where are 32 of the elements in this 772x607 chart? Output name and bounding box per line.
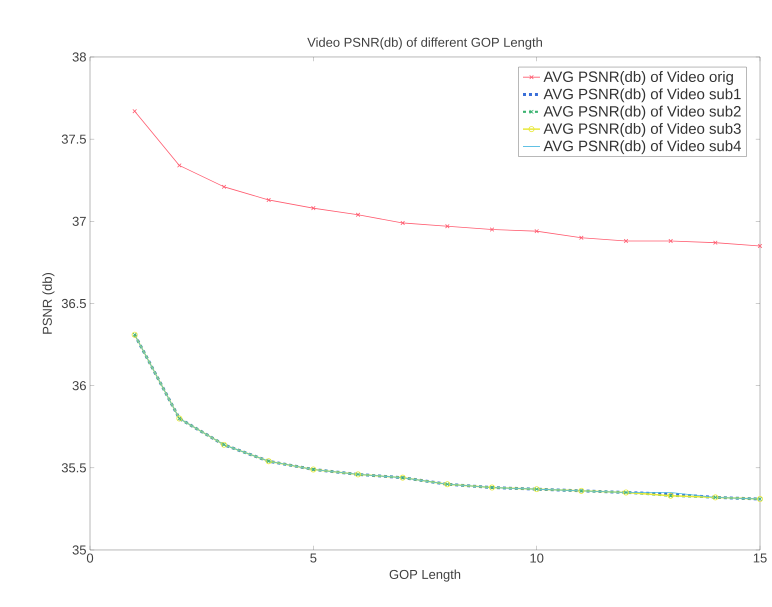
x-tick-label: 5 (310, 554, 316, 563)
legend-label: AVG PSNR(db) of Video sub3 (543, 122, 741, 137)
point (356, 212, 360, 217)
y-tick-label: 36 (72, 381, 86, 390)
point (668, 238, 673, 244)
point (222, 184, 226, 190)
y-axis-title: PSNR (db) (42, 272, 54, 334)
legend-label: AVG PSNR(db) of Video sub2 (543, 106, 741, 120)
point (266, 198, 271, 202)
chart-title: Video PSNR(db) of different GOP Length (307, 37, 542, 50)
y-tick-label: 37.5 (62, 134, 86, 144)
y-tick-label: 37 (72, 216, 86, 226)
point (579, 236, 584, 240)
point (534, 228, 539, 234)
x-tick-label: 15 (754, 554, 767, 563)
point (400, 220, 405, 226)
y-tick-label: 36.5 (62, 298, 86, 308)
point (624, 238, 628, 244)
x-axis-title: GOP Length (390, 570, 460, 582)
y-tick-label: 38 (72, 52, 86, 62)
legend-label: AVG PSNR(db) of Video orig (543, 71, 733, 85)
y-tick-label: 35 (72, 545, 86, 555)
y-tick-label: 35.5 (62, 463, 86, 472)
point (445, 224, 450, 228)
point (311, 206, 316, 210)
legend-label: AVG PSNR(db) of Video sub4 (543, 140, 741, 154)
point (490, 227, 494, 232)
x-tick-label: 10 (530, 554, 544, 563)
x-tick-label: 0 (86, 554, 94, 563)
point (177, 163, 182, 168)
legend-label: AVG PSNR(db) of Video sub1 (543, 88, 741, 102)
point (713, 240, 718, 245)
